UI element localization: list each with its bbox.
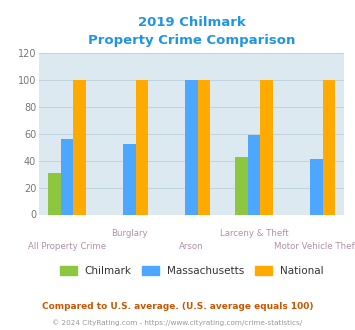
Bar [73,80,86,214]
Text: Larceny & Theft: Larceny & Theft [220,229,288,238]
Text: All Property Crime: All Property Crime [28,242,106,251]
Text: Arson: Arson [179,242,204,251]
Text: Burglary: Burglary [111,229,148,238]
Bar [198,80,211,214]
Title: 2019 Chilmark
Property Crime Comparison: 2019 Chilmark Property Crime Comparison [88,16,295,48]
Bar [136,80,148,214]
Bar [310,159,323,214]
Bar [248,135,260,214]
Bar [48,173,61,214]
Bar [323,80,335,214]
Bar [260,80,273,214]
Bar [123,145,136,214]
Text: Compared to U.S. average. (U.S. average equals 100): Compared to U.S. average. (U.S. average … [42,302,313,311]
Text: © 2024 CityRating.com - https://www.cityrating.com/crime-statistics/: © 2024 CityRating.com - https://www.city… [53,319,302,326]
Legend: Chilmark, Massachusetts, National: Chilmark, Massachusetts, National [56,262,328,280]
Bar [185,80,198,214]
Bar [61,139,73,214]
Bar [235,156,248,214]
Text: Motor Vehicle Theft: Motor Vehicle Theft [274,242,355,251]
